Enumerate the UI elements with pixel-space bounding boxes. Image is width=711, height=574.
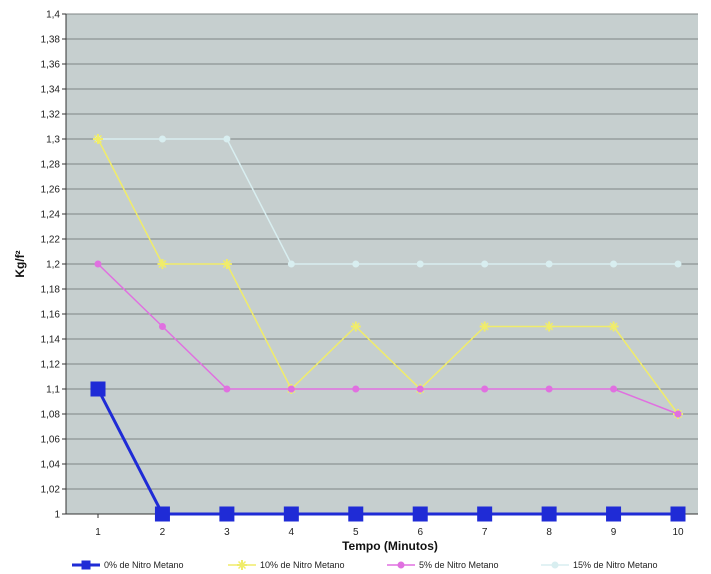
y-tick-label: 1,38: [41, 35, 61, 46]
legend-item-1: 10% de Nitro Metano: [228, 560, 345, 570]
data-point: [610, 385, 618, 393]
y-tick-label: 1,08: [41, 410, 61, 421]
x-tick-label: 4: [289, 527, 295, 538]
x-tick-label: 8: [546, 527, 552, 538]
data-point: [479, 321, 490, 332]
y-tick-label: 1,1: [46, 385, 60, 396]
legend-label: 0% de Nitro Metano: [104, 560, 184, 570]
data-point: [541, 506, 557, 522]
data-point: [223, 135, 231, 143]
y-tick-label: 1,32: [41, 110, 61, 121]
x-tick-label: 3: [224, 527, 230, 538]
y-tick-label: 1,02: [41, 485, 61, 496]
y-tick-label: 1,2: [46, 260, 60, 271]
data-point: [158, 323, 166, 330]
y-tick-label: 1,3: [46, 135, 60, 146]
x-tick-label: 2: [160, 527, 166, 538]
series-line: [97, 263, 679, 415]
series-line: [96, 388, 678, 516]
data-point: [237, 560, 247, 570]
data-point: [477, 506, 493, 522]
x-tick-label: 5: [353, 527, 359, 538]
x-tick-label: 7: [482, 527, 488, 538]
data-point: [350, 321, 361, 332]
y-tick-label: 1,12: [41, 360, 61, 371]
legend-item-2: 5% de Nitro Metano: [387, 560, 499, 570]
y-tick-label: 1,24: [41, 210, 61, 221]
data-point: [397, 561, 405, 569]
y-tick-label: 1,22: [41, 235, 61, 246]
x-tick-label: 1: [95, 527, 101, 538]
data-point: [545, 260, 553, 268]
x-tick-label: 10: [672, 527, 684, 538]
x-axis-label: Tempo (Minutos): [342, 539, 438, 553]
y-tick-label: 1,06: [41, 435, 61, 446]
data-point: [287, 260, 295, 268]
y-tick-label: 1,36: [41, 60, 61, 71]
data-point: [545, 385, 553, 393]
data-point: [287, 385, 295, 393]
series-2: [94, 260, 682, 418]
data-point: [81, 560, 91, 570]
series-0: [90, 381, 686, 522]
data-point: [219, 506, 235, 522]
data-point: [221, 259, 232, 269]
data-point: [158, 135, 166, 143]
data-point: [412, 506, 428, 522]
y-tick-label: 1,04: [41, 460, 61, 471]
y-axis-label: Kg/f²: [13, 250, 27, 277]
series-line: [98, 138, 678, 265]
series-3: [94, 135, 682, 268]
y-tick-label: 1,28: [41, 160, 61, 171]
y-tick-label: 1: [54, 510, 60, 521]
data-point: [348, 506, 364, 522]
data-point: [544, 321, 555, 332]
x-tick-label: 6: [417, 527, 423, 538]
data-point: [608, 321, 619, 332]
data-point: [154, 506, 170, 522]
legend-item-0: 0% de Nitro Metano: [72, 560, 184, 570]
data-point: [674, 410, 682, 418]
x-tick-label: 9: [611, 527, 617, 538]
legend-label: 15% de Nitro Metano: [573, 560, 658, 570]
data-point: [551, 561, 559, 569]
y-tick-label: 1,16: [41, 310, 61, 321]
y-tick-label: 1,26: [41, 185, 61, 196]
data-point: [674, 260, 682, 268]
series-layer: [90, 134, 686, 522]
data-point: [416, 260, 424, 268]
legend-item-3: 15% de Nitro Metano: [541, 560, 658, 570]
data-point: [94, 260, 102, 268]
data-point: [481, 385, 489, 393]
data-point: [223, 385, 231, 393]
y-tick-label: 1,4: [46, 10, 60, 21]
legend-label: 5% de Nitro Metano: [419, 560, 499, 570]
y-tick-label: 1,18: [41, 285, 61, 296]
data-point: [283, 506, 299, 522]
data-point: [610, 260, 618, 268]
series-line: [97, 138, 679, 415]
data-point: [606, 506, 622, 522]
data-point: [157, 259, 168, 269]
data-point: [352, 260, 360, 268]
legend-label: 10% de Nitro Metano: [260, 560, 345, 570]
data-point: [670, 506, 686, 522]
data-point: [481, 260, 489, 268]
data-point: [352, 385, 360, 393]
data-point: [416, 385, 424, 393]
y-tick-label: 1,14: [41, 335, 61, 346]
data-point: [90, 381, 106, 397]
legend: 0% de Nitro Metano 10% de Nitro Metano 5% …: [72, 560, 658, 570]
x-axis-ticks: 1 2 3 4 5 6 7 8 9 10: [95, 514, 684, 538]
data-point: [93, 134, 103, 144]
y-tick-label: 1,34: [41, 85, 61, 96]
